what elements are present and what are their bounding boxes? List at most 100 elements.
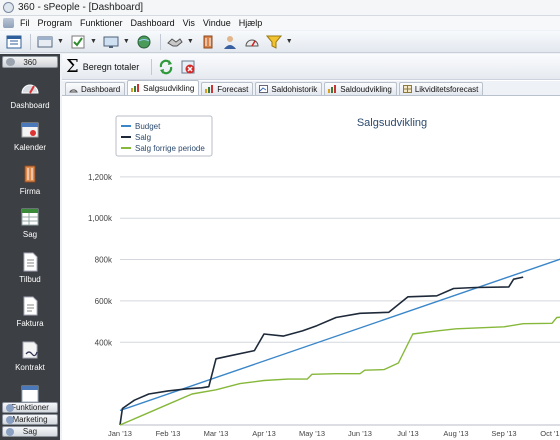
delete-chart-icon[interactable] <box>178 58 198 76</box>
sidebar-item-label: Tilbud <box>19 275 41 284</box>
tab-likviditetsforecast[interactable]: Likviditetsforecast <box>398 82 484 95</box>
x-tick-label: Sep '13 <box>491 429 516 438</box>
chevron-down-icon[interactable]: ▼ <box>186 38 194 45</box>
x-tick-label: May '13 <box>299 429 325 438</box>
sidebar-item-sag[interactable]: Sag <box>0 207 60 251</box>
x-tick-label: Apr '13 <box>252 429 276 438</box>
building-icon <box>20 164 40 184</box>
handshake-icon[interactable] <box>165 33 185 51</box>
sidebar-header-label: 360 <box>23 57 37 67</box>
toolbar-separator <box>30 33 31 50</box>
sidebar-section-label: Funktioner <box>11 403 49 412</box>
chevron-down-icon[interactable]: ▼ <box>285 38 293 45</box>
sidebar-section-sag[interactable]: Sag <box>2 426 58 437</box>
toolbar-separator <box>159 33 161 50</box>
sigma-icon[interactable]: Σ <box>66 55 79 77</box>
y-tick-label: 1,200k <box>88 173 113 182</box>
dashboard-tabs: Dashboard Salgsudvikling Forecast Saldoh… <box>62 80 560 96</box>
tab-dashboard[interactable]: Dashboard <box>65 82 126 95</box>
sidebar-item-faktura[interactable]: Faktura <box>0 296 60 340</box>
folder-table-icon <box>20 207 40 227</box>
globe-icon[interactable] <box>134 33 154 51</box>
sidebar-section-label: Marketing <box>12 415 48 424</box>
y-tick-label: 600k <box>95 297 113 306</box>
menu-program[interactable]: Program <box>37 18 73 28</box>
dashboard-toolbar: Σ Beregn totaler <box>62 54 560 80</box>
document-chart-icon <box>259 85 269 93</box>
tab-label: Forecast <box>217 84 249 94</box>
sidebar-item-partial[interactable] <box>0 384 60 404</box>
sidebar-item-kontrakt[interactable]: Kontrakt <box>0 340 60 384</box>
chart-series <box>119 258 560 426</box>
chevron-down-icon[interactable]: ▼ <box>89 38 97 45</box>
gauge-icon[interactable] <box>242 33 262 51</box>
funnel-icon[interactable] <box>264 33 284 51</box>
x-tick-label: Jul '13 <box>397 429 418 438</box>
x-tick-label: Jan '13 <box>108 429 132 438</box>
sidebar-item-tilbud[interactable]: Tilbud <box>0 252 60 296</box>
chart-icon <box>205 85 214 93</box>
y-tick-label: 1,000k <box>88 214 113 223</box>
toolbar-separator <box>151 58 153 75</box>
screen-icon[interactable] <box>101 33 121 51</box>
legend-label: Budget <box>135 122 161 131</box>
menu-vis[interactable]: Vis <box>182 18 195 28</box>
person-icon[interactable] <box>220 33 240 51</box>
calendar-icon[interactable] <box>4 33 24 51</box>
gear-icon <box>6 404 14 412</box>
sidebar-item-label: Sag <box>22 230 38 239</box>
title-bar: 360 - sPeople - [Dashboard] <box>0 0 560 16</box>
menu-fil[interactable]: Fil <box>20 18 30 28</box>
tab-saldohistorik[interactable]: Saldohistorik <box>255 82 323 95</box>
beregn-totaler-button[interactable]: Beregn totaler <box>82 61 140 72</box>
x-tick-label: Aug '13 <box>443 429 468 438</box>
menu-vindue[interactable]: Vindue <box>202 18 231 28</box>
tab-label: Saldohistorik <box>271 84 318 94</box>
app-icon <box>3 2 14 13</box>
main-content: Σ Beregn totaler Dashboard Salgsudviklin… <box>62 54 560 440</box>
sales-chart: Salgsudvikling 400k 600k 800k 1,000k 1,200k J… <box>88 115 560 438</box>
refresh-icon[interactable] <box>156 58 176 76</box>
sidebar-item-label: Faktura <box>16 319 44 328</box>
chart-legend[interactable]: Budget Salg Salg forrige periode <box>115 115 213 157</box>
chevron-down-icon[interactable]: ▼ <box>57 38 64 45</box>
tab-label: Dashboard <box>81 84 121 94</box>
building-icon[interactable] <box>198 33 218 51</box>
sidebar-section-label: Sag <box>22 427 38 436</box>
sidebar-section-funktioner[interactable]: Funktioner <box>2 402 58 413</box>
tab-label: Likviditetsforecast <box>414 84 479 94</box>
tab-label: Salgsudvikling <box>143 83 195 93</box>
y-tick-label: 400k <box>95 338 113 347</box>
menu-dashboard[interactable]: Dashboard <box>130 18 175 28</box>
main-toolbar: ▼ ▼ ▼ ▼ ▼ <box>0 31 560 53</box>
chart-icon <box>328 85 337 93</box>
menu-bar: Fil Program Funktioner Dashboard Vis Vin… <box>0 16 560 30</box>
menu-funktioner[interactable]: Funktioner <box>80 18 123 28</box>
chart-grid <box>120 176 560 343</box>
document-icon[interactable] <box>3 18 14 28</box>
sidebar-header[interactable]: 360 <box>2 56 58 68</box>
chevron-down-icon[interactable]: ▼ <box>122 38 130 45</box>
sidebar-item-kalender[interactable]: Kalender <box>0 120 60 164</box>
sidebar-item-dashboard[interactable]: Dashboard <box>0 78 60 122</box>
tab-saldoudvikling[interactable]: Saldoudvikling <box>324 82 397 95</box>
window-icon[interactable] <box>35 33 55 51</box>
checklist-icon[interactable] <box>68 33 88 51</box>
menu-hjaelp[interactable]: Hjælp <box>238 18 263 28</box>
tab-label: Saldoudvikling <box>340 84 392 94</box>
gauge-icon <box>69 89 78 93</box>
folder-icon <box>6 428 14 436</box>
contract-icon <box>20 340 40 360</box>
grid-chart-icon <box>402 85 412 93</box>
legend-label: Salg <box>135 133 151 142</box>
tab-salgsudvikling[interactable]: Salgsudvikling <box>127 80 200 95</box>
tab-forecast[interactable]: Forecast <box>201 82 254 95</box>
y-tick-label: 800k <box>95 256 113 265</box>
table-icon <box>20 384 40 404</box>
sidebar-item-label: Firma <box>19 187 41 196</box>
calendar-icon <box>20 120 40 140</box>
sidebar-section-marketing[interactable]: Marketing <box>2 414 58 425</box>
sidebar-item-firma[interactable]: Firma <box>0 164 60 208</box>
window-title: 360 - sPeople - [Dashboard] <box>18 2 144 13</box>
navigation-icon <box>6 58 15 66</box>
